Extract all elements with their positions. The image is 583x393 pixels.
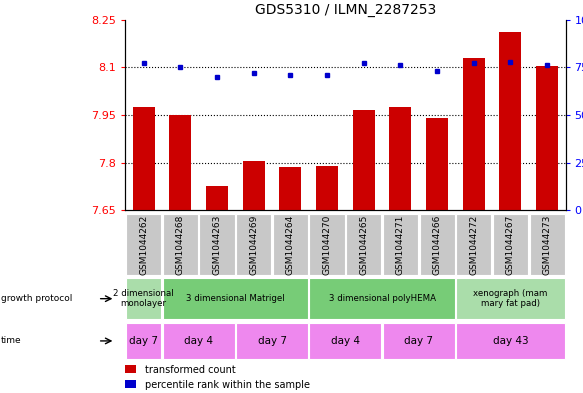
- Bar: [463, 58, 485, 210]
- Bar: [536, 66, 558, 210]
- Text: GSM1044267: GSM1044267: [506, 215, 515, 275]
- Bar: [163, 214, 198, 275]
- Text: GSM1044273: GSM1044273: [543, 215, 552, 275]
- Bar: [310, 214, 345, 275]
- Text: 3 dimensional Matrigel: 3 dimensional Matrigel: [186, 294, 285, 303]
- Text: GSM1044272: GSM1044272: [469, 215, 478, 275]
- Bar: [126, 278, 161, 320]
- Bar: [163, 278, 308, 320]
- Text: GSM1044270: GSM1044270: [322, 215, 332, 275]
- Bar: [279, 167, 301, 210]
- Text: GSM1044262: GSM1044262: [139, 215, 148, 275]
- Text: GSM1044265: GSM1044265: [359, 215, 368, 275]
- Text: GSM1044271: GSM1044271: [396, 215, 405, 275]
- Bar: [243, 161, 265, 210]
- Text: day 4: day 4: [331, 336, 360, 346]
- Bar: [529, 214, 565, 275]
- Text: percentile rank within the sample: percentile rank within the sample: [145, 380, 310, 389]
- Bar: [163, 323, 234, 359]
- Bar: [500, 32, 521, 210]
- Bar: [316, 166, 338, 210]
- Bar: [346, 214, 381, 275]
- Text: 3 dimensional polyHEMA: 3 dimensional polyHEMA: [329, 294, 436, 303]
- Bar: [456, 278, 565, 320]
- Text: day 4: day 4: [184, 336, 213, 346]
- Text: GSM1044269: GSM1044269: [249, 215, 258, 275]
- Text: day 7: day 7: [129, 336, 158, 346]
- Bar: [456, 323, 565, 359]
- Text: GSM1044263: GSM1044263: [213, 215, 222, 275]
- Text: growth protocol: growth protocol: [1, 294, 72, 303]
- Bar: [126, 323, 161, 359]
- Text: day 7: day 7: [404, 336, 433, 346]
- Text: 2 dimensional
monolayer: 2 dimensional monolayer: [113, 289, 174, 309]
- Bar: [199, 214, 234, 275]
- Text: day 7: day 7: [258, 336, 287, 346]
- Bar: [383, 214, 418, 275]
- Text: transformed count: transformed count: [145, 365, 236, 375]
- Bar: [310, 323, 381, 359]
- Bar: [236, 214, 271, 275]
- Bar: [383, 323, 455, 359]
- Bar: [133, 107, 154, 210]
- Bar: [169, 115, 191, 210]
- Text: time: time: [1, 336, 22, 345]
- Bar: [353, 110, 375, 210]
- Bar: [125, 380, 136, 388]
- Text: GSM1044268: GSM1044268: [176, 215, 185, 275]
- Bar: [206, 186, 228, 210]
- Bar: [389, 107, 412, 210]
- Bar: [426, 118, 448, 210]
- Text: day 43: day 43: [493, 336, 528, 346]
- Text: GSM1044264: GSM1044264: [286, 215, 295, 275]
- Title: GDS5310 / ILMN_2287253: GDS5310 / ILMN_2287253: [255, 3, 436, 17]
- Text: xenograph (mam
mary fat pad): xenograph (mam mary fat pad): [473, 289, 547, 309]
- Bar: [493, 214, 528, 275]
- Bar: [456, 214, 491, 275]
- Bar: [420, 214, 455, 275]
- Bar: [310, 278, 455, 320]
- Bar: [273, 214, 308, 275]
- Text: GSM1044266: GSM1044266: [433, 215, 442, 275]
- Bar: [125, 365, 136, 373]
- Bar: [126, 214, 161, 275]
- Bar: [236, 323, 308, 359]
